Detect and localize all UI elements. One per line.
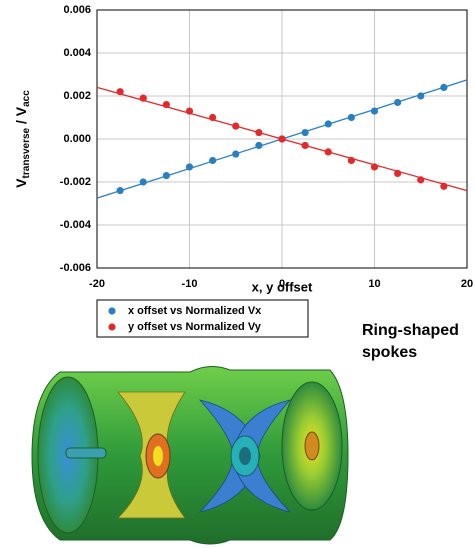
y-tick-label: 0.002 [63, 90, 91, 102]
y-axis-label-part: / V [13, 106, 29, 128]
y-axis-label: Vtransverse / Vacc [13, 90, 32, 188]
plot-frame [96, 9, 468, 269]
annotation: spokes [362, 344, 417, 361]
x-tick-label: 0 [279, 278, 285, 290]
y-tick-label: 0.006 [63, 4, 91, 16]
annotation: Ring-shaped [362, 322, 459, 339]
y-tick-label: 0.004 [63, 47, 91, 59]
data-point [417, 92, 425, 100]
data-point [347, 113, 355, 122]
x-tick-label: 10 [368, 278, 380, 290]
data-point [278, 135, 286, 143]
data-point [417, 176, 425, 184]
cavity-rendering [31, 366, 349, 545]
y-tick-label: -0.002 [60, 176, 91, 188]
data-point [255, 141, 263, 150]
y-axis-label-part: V [13, 178, 29, 188]
x-axis-label: x, y offset [252, 279, 313, 294]
data-point [162, 101, 170, 109]
data-point [324, 120, 332, 128]
data-point [370, 107, 379, 115]
y-tick-label: 0.000 [63, 133, 91, 145]
legend-marker [108, 307, 116, 315]
data-point [232, 150, 240, 158]
data-point [394, 169, 402, 177]
data-point [440, 83, 448, 91]
data-point [370, 163, 379, 171]
legend-marker [108, 323, 116, 331]
y-tick-label: -0.006 [60, 262, 91, 274]
data-point [255, 128, 263, 137]
y-axis-label-part: transverse [21, 127, 32, 178]
y-axis-label-part: acc [21, 90, 32, 107]
data-point [139, 178, 147, 186]
data-point [162, 171, 170, 180]
x-tick-label: -20 [89, 278, 105, 290]
legend-box [96, 299, 309, 338]
data-point [301, 141, 309, 150]
x-tick-label: 20 [461, 278, 473, 290]
data-point [209, 156, 217, 165]
data-point [347, 156, 355, 165]
data-point [116, 88, 124, 96]
data-point [394, 98, 402, 107]
legend-label: x offset vs Normalized Vx [128, 305, 262, 317]
x-tick-label: -10 [182, 278, 198, 290]
data-point [209, 113, 217, 122]
data-point [232, 122, 240, 130]
data-point [301, 128, 309, 137]
data-point [185, 107, 194, 115]
data-point [185, 163, 194, 171]
data-point [440, 182, 448, 190]
legend-label: y offset vs Normalized Vy [128, 321, 262, 333]
data-point [139, 94, 147, 102]
y-tick-label: -0.004 [60, 219, 92, 231]
data-point [116, 187, 124, 195]
data-point [324, 148, 332, 156]
